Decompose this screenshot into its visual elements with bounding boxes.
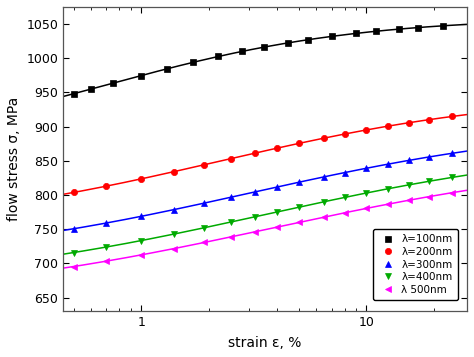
λ=300nm	[104, 221, 109, 225]
λ=300nm	[228, 195, 234, 200]
λ 500nm	[321, 215, 327, 219]
λ=400nm	[171, 232, 177, 236]
Line: λ 500nm: λ 500nm	[71, 190, 455, 270]
λ 500nm	[104, 259, 109, 263]
λ=200nm	[364, 128, 369, 132]
λ=200nm	[321, 136, 327, 140]
Legend: λ=100nm, λ=200nm, λ=300nm, λ=400nm, λ 500nm: λ=100nm, λ=200nm, λ=300nm, λ=400nm, λ 50…	[373, 229, 458, 300]
λ=400nm	[364, 191, 369, 195]
λ=300nm	[364, 166, 369, 170]
λ=300nm	[449, 151, 455, 155]
λ=200nm	[342, 132, 347, 136]
λ=100nm	[164, 67, 170, 71]
Line: λ=100nm: λ=100nm	[71, 22, 447, 97]
λ=200nm	[252, 151, 258, 155]
λ 500nm	[426, 195, 432, 199]
λ=300nm	[252, 190, 258, 194]
Line: λ=400nm: λ=400nm	[71, 174, 455, 256]
λ=100nm	[110, 81, 116, 85]
λ=400nm	[406, 183, 412, 187]
λ=100nm	[71, 92, 76, 96]
λ=400nm	[228, 220, 234, 224]
λ=100nm	[328, 34, 334, 39]
λ=300nm	[201, 201, 207, 205]
λ 500nm	[364, 206, 369, 211]
λ=100nm	[261, 45, 266, 49]
λ=300nm	[406, 158, 412, 162]
λ=100nm	[396, 27, 402, 31]
λ 500nm	[228, 235, 234, 239]
λ=300nm	[385, 162, 391, 166]
λ 500nm	[138, 253, 144, 257]
λ=200nm	[71, 190, 76, 195]
λ=300nm	[274, 185, 280, 189]
λ=100nm	[441, 24, 447, 28]
λ=100nm	[216, 54, 221, 59]
λ 500nm	[385, 202, 391, 206]
λ 500nm	[296, 220, 301, 225]
λ 500nm	[252, 230, 258, 234]
λ=400nm	[138, 238, 144, 243]
λ=100nm	[191, 60, 196, 65]
λ=300nm	[342, 170, 347, 175]
X-axis label: strain ε, %: strain ε, %	[228, 336, 302, 350]
λ=400nm	[342, 195, 347, 200]
λ 500nm	[171, 246, 177, 251]
λ=100nm	[353, 31, 359, 36]
λ 500nm	[449, 191, 455, 195]
λ=200nm	[449, 114, 455, 119]
λ=200nm	[296, 141, 301, 146]
λ=300nm	[71, 227, 76, 231]
Line: λ=300nm: λ=300nm	[71, 150, 455, 232]
λ=200nm	[138, 177, 144, 181]
λ=100nm	[239, 49, 245, 54]
λ=100nm	[285, 41, 291, 45]
λ=400nm	[201, 226, 207, 230]
Line: λ=200nm: λ=200nm	[71, 114, 455, 196]
λ=100nm	[373, 29, 379, 34]
λ=100nm	[415, 25, 421, 30]
λ=200nm	[228, 156, 234, 161]
λ=300nm	[321, 175, 327, 179]
λ 500nm	[274, 225, 280, 229]
λ=100nm	[305, 37, 311, 42]
λ=400nm	[449, 175, 455, 180]
λ=400nm	[296, 205, 301, 209]
λ=200nm	[104, 184, 109, 188]
λ=200nm	[385, 124, 391, 128]
λ 500nm	[406, 198, 412, 202]
λ=400nm	[385, 187, 391, 191]
λ=200nm	[201, 163, 207, 167]
λ=200nm	[426, 117, 432, 122]
λ=300nm	[426, 155, 432, 159]
λ=400nm	[104, 245, 109, 249]
λ=200nm	[274, 146, 280, 150]
Y-axis label: flow stress σ, MPa: flow stress σ, MPa	[7, 97, 21, 221]
λ=400nm	[274, 210, 280, 214]
λ=200nm	[171, 170, 177, 174]
λ=400nm	[71, 250, 76, 255]
λ=100nm	[138, 74, 144, 78]
λ=300nm	[296, 180, 301, 185]
λ=300nm	[171, 207, 177, 212]
λ 500nm	[71, 265, 76, 269]
λ 500nm	[342, 211, 347, 215]
λ=400nm	[252, 215, 258, 219]
λ=300nm	[138, 214, 144, 218]
λ=400nm	[321, 200, 327, 204]
λ 500nm	[201, 240, 207, 245]
λ=400nm	[426, 179, 432, 183]
λ=100nm	[89, 87, 94, 91]
λ=200nm	[406, 121, 412, 125]
